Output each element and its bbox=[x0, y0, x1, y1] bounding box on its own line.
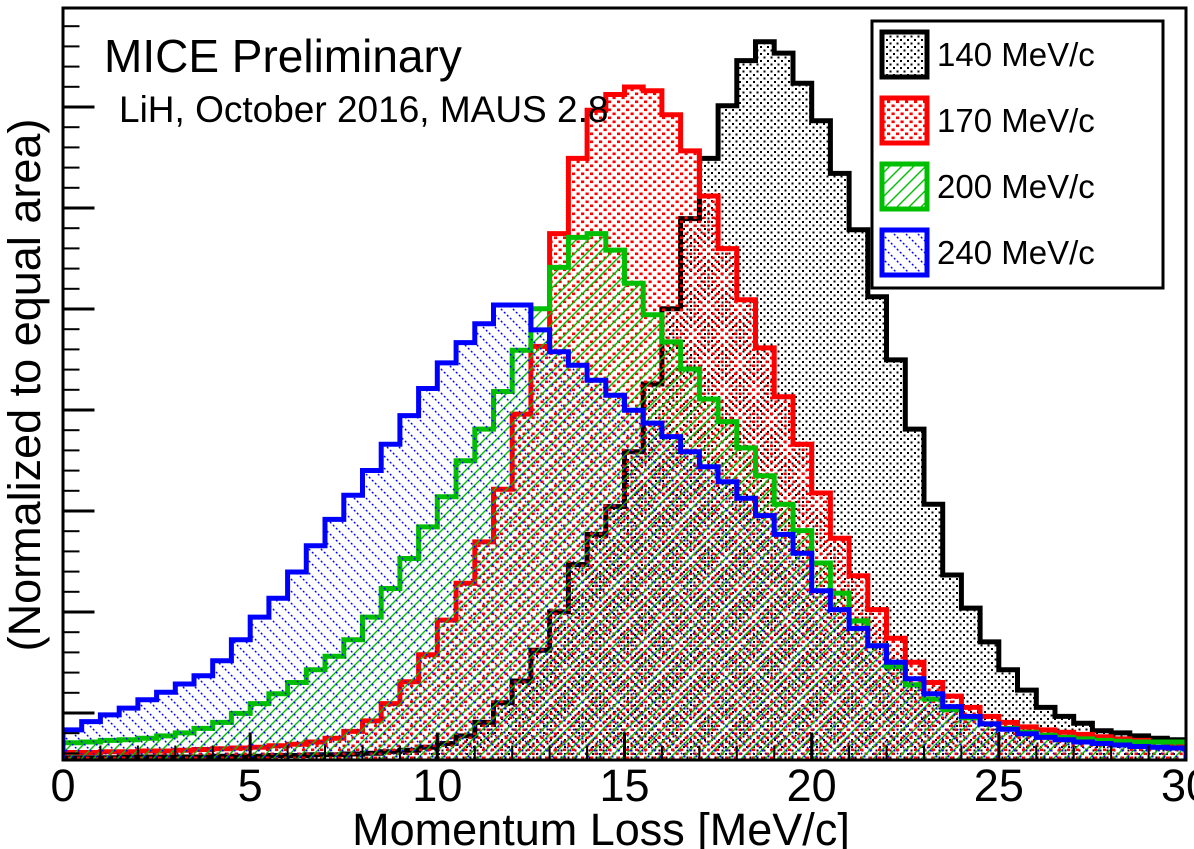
x-tick-label-0: 0 bbox=[50, 760, 75, 811]
legend: 140 MeV/c 170 MeV/c 200 MeV/c 240 MeV/c bbox=[870, 19, 1165, 290]
x-tick-labels: 0 5 10 15 20 25 30 bbox=[50, 760, 1194, 811]
x-tick-label-5: 5 bbox=[238, 760, 263, 811]
x-tick-label-30: 30 bbox=[1161, 760, 1194, 811]
legend-swatch-200-mev-c bbox=[879, 161, 930, 212]
axis-ticks bbox=[61, 25, 1188, 759]
x-tick-label-10: 10 bbox=[412, 760, 462, 811]
series-240-mev-c bbox=[63, 302, 1186, 760]
legend-swatch-140-mev-c bbox=[879, 29, 930, 80]
legend-swatch-170-mev-c bbox=[879, 95, 930, 146]
y-axis-title: (Normalized to equal area) bbox=[0, 119, 50, 652]
plot-title: MICE Preliminary bbox=[104, 30, 462, 82]
legend-label-170-mev-c: 170 MeV/c bbox=[937, 102, 1095, 139]
legend-swatch-240-mev-c bbox=[879, 227, 930, 278]
x-tick-label-25: 25 bbox=[974, 760, 1024, 811]
plot-subtitle: LiH, October 2016, MAUS 2.8 bbox=[119, 89, 608, 130]
x-axis-title: Momentum Loss [MeV/c] bbox=[352, 804, 850, 849]
legend-label-140-mev-c: 140 MeV/c bbox=[937, 36, 1095, 73]
x-tick-label-20: 20 bbox=[787, 760, 837, 811]
legend-label-200-mev-c: 200 MeV/c bbox=[937, 168, 1095, 205]
histogram-series bbox=[63, 39, 1186, 760]
x-tick-label-15: 15 bbox=[599, 760, 649, 811]
plot-frame bbox=[61, 6, 1188, 762]
legend-label-240-mev-c: 240 MeV/c bbox=[937, 234, 1095, 271]
